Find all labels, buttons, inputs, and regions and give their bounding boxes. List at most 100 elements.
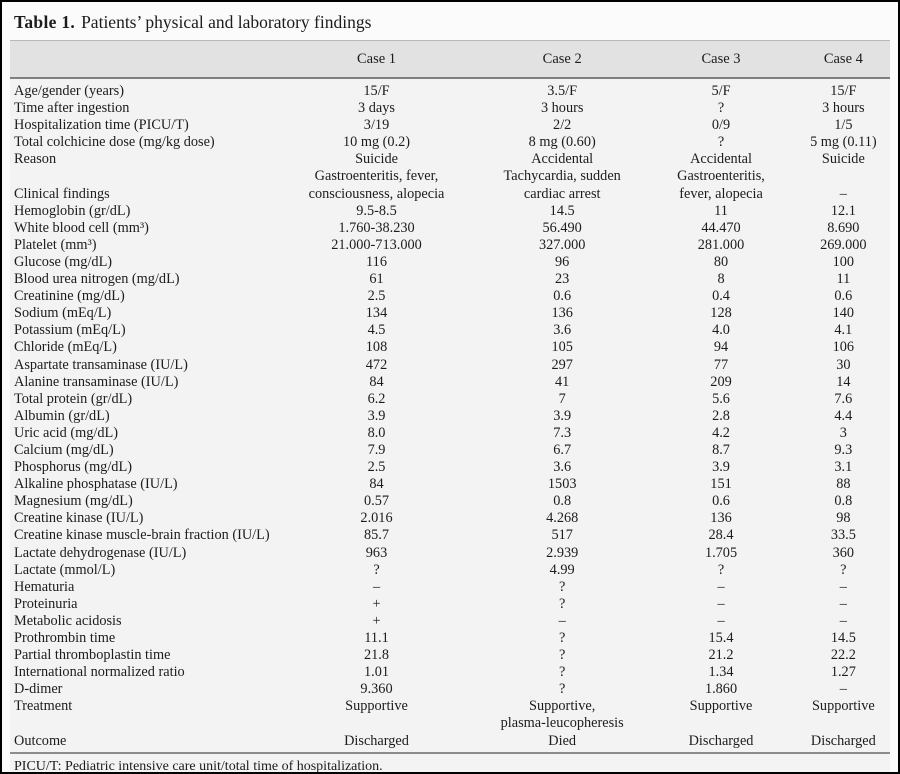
- cell-value: 7.3: [553, 424, 572, 441]
- cell-value: 0.6: [834, 288, 853, 305]
- cell-value: 23: [555, 271, 570, 288]
- cell-value: ?: [559, 647, 566, 664]
- cell-value: 11: [836, 271, 851, 288]
- cell-value: 84: [369, 476, 384, 493]
- cell-value: 12.1: [830, 202, 856, 219]
- cell-value: 8: [717, 271, 725, 288]
- cell-value: Tachycardia, sudden cardiac arrest: [503, 168, 621, 202]
- cell-value: 15.4: [708, 630, 734, 646]
- cell-value: –: [839, 185, 847, 202]
- cell-value: 3.5/F: [547, 83, 578, 99]
- table-row: Calcium (mg/dL) 7.9 6.7 8.7 9.3: [10, 442, 890, 459]
- cell-value: 11: [714, 202, 728, 219]
- table-row: Hemoglobin (gr/dL) 9.5-8.5 14.5 11 12.1: [10, 203, 890, 220]
- cell-value: Suicide: [821, 151, 865, 168]
- cell-value: 3/19: [363, 117, 390, 134]
- header-row: Case 1 Case 2 Case 3 Case 4: [10, 40, 890, 79]
- cell-value: 472: [365, 356, 388, 373]
- row-label: Age/gender (years): [14, 83, 124, 99]
- cell-value: 33.5: [830, 527, 856, 544]
- cell-value: ?: [559, 664, 566, 681]
- cell-value: Supportive: [345, 698, 408, 715]
- cell-value: Supportive: [689, 698, 753, 715]
- cell-value: 15/F: [830, 83, 857, 99]
- table-row: Hematuria –? – –: [10, 579, 890, 596]
- row-label: Creatine kinase (IU/L): [14, 510, 144, 527]
- cell-value: 4.0: [712, 322, 730, 339]
- cell-value: –: [839, 578, 847, 595]
- cell-value: Supportive, plasma-leucopheresis: [500, 698, 624, 732]
- cell-value: 5/F: [711, 83, 731, 99]
- cell-value: 2.939: [546, 544, 579, 561]
- cell-value: 8.0: [367, 424, 386, 441]
- cell-value: ?: [373, 561, 380, 578]
- table-row: Potassium (mEq/L) 4.5 3.6 4.0 4.1: [10, 322, 890, 339]
- cell-value: 100: [832, 253, 855, 270]
- cell-value: 14: [836, 373, 851, 390]
- cell-value: 269.000: [820, 236, 867, 253]
- cell-value: 108: [365, 339, 388, 356]
- cell-value: Supportive: [811, 698, 875, 715]
- row-label: Uric acid (mg/dL): [14, 424, 119, 441]
- cell-value: Discharged: [344, 732, 409, 749]
- row-label: Blood urea nitrogen (mg/dL): [14, 271, 180, 288]
- cell-value: 3.9: [367, 407, 386, 424]
- cell-value: 140: [832, 305, 855, 322]
- row-label: Time after ingestion: [14, 100, 130, 117]
- cell-value: 2.5: [367, 459, 386, 476]
- row-label: Lactate dehydrogenase (IU/L): [14, 544, 187, 561]
- row-label: Reason: [14, 151, 57, 168]
- header-empty-cell: [10, 40, 274, 79]
- table-row: Albumin (gr/dL) 3.9 3.9 2.8 4.4: [10, 408, 890, 425]
- cell-value: 1/5: [834, 117, 853, 134]
- table-row: Lactate dehydrogenase (IU/L) 963 2.939 1.70…: [10, 545, 890, 562]
- row-label: Glucose (mg/dL): [14, 253, 113, 270]
- cell-value: 0.57: [364, 493, 390, 510]
- row-label: Hematuria: [14, 578, 75, 595]
- cell-value: 21.8: [364, 647, 390, 664]
- cell-value: 281.000: [697, 236, 745, 253]
- cell-value: 128: [710, 305, 732, 322]
- cell-value: 14.5: [549, 202, 575, 219]
- table-row: Glucose (mg/dL) 116 96 80 100: [10, 254, 890, 271]
- row-label: Proteinuria: [14, 595, 78, 612]
- cell-value: Gastroenteritis, fever, alopecia: [677, 168, 765, 202]
- cell-value: 8.690: [827, 219, 860, 236]
- cell-value: 4.5: [367, 322, 386, 339]
- row-label: Creatine kinase muscle-brain fraction (I…: [14, 527, 270, 544]
- cell-value: 98: [836, 510, 851, 527]
- row-label: Aspartate transaminase (IU/L): [14, 356, 188, 373]
- cell-value: 2.016: [360, 510, 393, 527]
- table-title: Table 1. Patients’ physical and laborato…: [10, 2, 890, 40]
- data-table-wrap: Case 1 Case 2 Case 3 Case 4 Age/gender (…: [10, 40, 890, 772]
- table-row: Treatment Supportive Supportive, plasma-le…: [10, 698, 890, 732]
- cell-value: 3 hours: [822, 100, 865, 117]
- table-row: Platelet (mm³) 21.000-713.000 327.000 281.0…: [10, 237, 890, 254]
- cell-value: –: [717, 578, 725, 595]
- cell-value: 3.1: [834, 459, 853, 476]
- row-label: Metabolic acidosis: [14, 612, 122, 629]
- cell-value: 0.6: [712, 493, 730, 510]
- cell-value: 2.5: [367, 288, 386, 305]
- cell-value: 56.490: [542, 219, 582, 236]
- cell-value: 1.760-38.230: [338, 219, 415, 236]
- table-row: Alanine transaminase (IU/L) 84 41 209 14: [10, 374, 890, 391]
- row-label: Calcium (mg/dL): [14, 441, 114, 458]
- cell-value: 1.860: [704, 681, 738, 698]
- cell-value: 4.99: [549, 561, 575, 578]
- row-label: Platelet (mm³): [14, 236, 97, 253]
- row-label: Alkaline phosphatase (IU/L): [14, 476, 178, 493]
- cell-value: 116: [366, 253, 387, 270]
- table-row: Magnesium (mg/dL) 0.57 0.8 0.6 0.8: [10, 493, 890, 510]
- table-caption: Patients’ physical and laboratory findin…: [81, 11, 372, 32]
- table-row: International normalized ratio 1.01? 1.34 1…: [10, 664, 890, 681]
- cell-value: 2.8: [712, 407, 730, 424]
- cell-value: 9.3: [834, 441, 853, 458]
- row-label: Prothrombin time: [14, 630, 116, 646]
- table-row: White blood cell (mm³) 1.760-38.230 56.490…: [10, 220, 890, 237]
- cell-value: –: [372, 578, 381, 595]
- table-row: Prothrombin time 11.1? 15.4 14.5: [10, 630, 890, 647]
- cell-value: Discharged: [688, 732, 754, 749]
- cell-value: 209: [710, 373, 732, 390]
